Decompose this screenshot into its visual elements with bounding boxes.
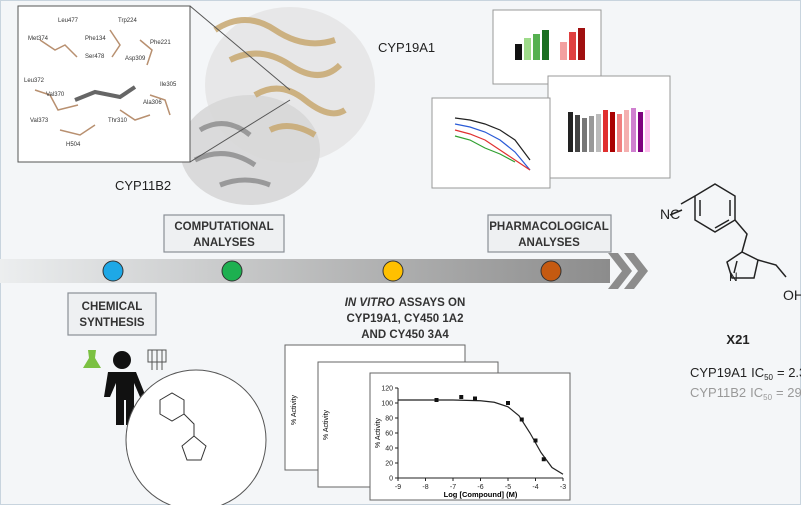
y-axis-label: % Activity bbox=[375, 418, 382, 448]
residue-label: Val370 bbox=[46, 92, 65, 98]
zoom-line bbox=[189, 5, 291, 91]
timeline-arrow bbox=[0, 253, 648, 289]
y-tick-label: 80 bbox=[385, 416, 393, 423]
step-label: CYP19A1, CY450 1A2 bbox=[347, 313, 464, 325]
zoom-line bbox=[189, 99, 291, 163]
step-label: ANALYSES bbox=[518, 237, 580, 249]
residue-label: Phe134 bbox=[85, 36, 106, 42]
residue-label: Ile305 bbox=[160, 82, 177, 88]
ligand bbox=[74, 85, 137, 102]
compound-name: X21 bbox=[726, 332, 749, 347]
y-tick-label: 0 bbox=[389, 476, 393, 483]
y-tick-label: 60 bbox=[385, 431, 393, 438]
residue-label: Asp309 bbox=[125, 56, 146, 62]
x-tick-label: -6 bbox=[477, 484, 483, 491]
atom-label: NC bbox=[660, 206, 680, 222]
x-tick-label: -8 bbox=[422, 484, 428, 491]
step-label: AND CY450 3A4 bbox=[361, 329, 449, 341]
step-label: CHEMICAL bbox=[82, 301, 143, 313]
x-tick-label: -3 bbox=[560, 484, 566, 491]
residue-label: Trp224 bbox=[118, 18, 137, 24]
residue-label: Leu477 bbox=[58, 18, 79, 24]
step-dot bbox=[382, 260, 404, 282]
protein-label: CYP11B2 bbox=[115, 178, 171, 193]
ic50-sub: 50 bbox=[764, 373, 773, 382]
y-axis-label: % Activity bbox=[291, 395, 298, 425]
residue-label: Met374 bbox=[28, 36, 49, 42]
step-label: COMPUTATIONAL bbox=[174, 221, 273, 233]
step-box bbox=[487, 214, 612, 253]
y-tick-label: 40 bbox=[385, 446, 393, 453]
data-point bbox=[434, 398, 439, 402]
scaffold-structure bbox=[159, 392, 207, 461]
step-label: PHARMACOLOGICAL bbox=[489, 221, 608, 233]
ic50-label: IC bbox=[750, 385, 763, 400]
data-point bbox=[541, 457, 546, 462]
ic50-value: = 29 nM bbox=[776, 385, 801, 400]
protein-label: CYP19A1 bbox=[378, 40, 435, 55]
y-tick-label: 120 bbox=[381, 386, 393, 393]
assay-front-panel bbox=[369, 372, 571, 501]
ic50-sub: 50 bbox=[763, 393, 772, 402]
x-tick-label: -7 bbox=[450, 484, 456, 491]
atom-label: N bbox=[729, 270, 738, 284]
protein-image bbox=[180, 7, 375, 205]
data-point bbox=[506, 401, 510, 405]
step-label: ASSAYS ON bbox=[399, 297, 466, 309]
residue-label: Leu372 bbox=[24, 78, 45, 84]
step-box bbox=[163, 214, 285, 253]
result-panels bbox=[431, 9, 671, 189]
ic50-target: CYP19A1 bbox=[690, 365, 747, 380]
x21-structure bbox=[669, 183, 787, 279]
x-tick-label: -4 bbox=[532, 484, 538, 491]
data-point bbox=[519, 417, 524, 422]
ic50-line: CYP19A1 IC50 = 2.3 nM bbox=[690, 365, 801, 382]
x-axis-label: Log [Compound] (M) bbox=[444, 490, 518, 499]
ic50-value: = 2.3 nM bbox=[777, 365, 801, 380]
ic50-line: CYP11B2 IC50 = 29 nM bbox=[690, 385, 801, 402]
x-tick-label: -9 bbox=[395, 484, 401, 491]
residue-sticks bbox=[34, 29, 171, 136]
residue-label: Val373 bbox=[30, 118, 49, 124]
x-tick-label: -5 bbox=[505, 484, 511, 491]
step-dot bbox=[102, 260, 124, 282]
ic50-target: CYP11B2 bbox=[690, 385, 746, 400]
step-label: ANALYSES bbox=[193, 237, 255, 249]
chemist-icon bbox=[83, 349, 167, 425]
binding-site-inset bbox=[17, 5, 191, 163]
step-label: IN VITRO ASSAYS ON bbox=[345, 297, 466, 309]
residue-label: H504 bbox=[66, 142, 81, 148]
data-point bbox=[459, 395, 464, 399]
y-tick-label: 100 bbox=[381, 401, 393, 408]
residue-label: Thr310 bbox=[108, 118, 128, 124]
y-axis-label: % Activity bbox=[323, 410, 330, 440]
residue-label: Ser478 bbox=[85, 54, 105, 60]
step-dot bbox=[540, 260, 562, 282]
y-tick-label: 20 bbox=[385, 461, 393, 468]
data-point bbox=[533, 438, 538, 443]
atom-label: OH bbox=[783, 287, 801, 303]
ic50-label: IC bbox=[751, 365, 764, 380]
step-box bbox=[67, 292, 157, 336]
residue-label: Ala306 bbox=[143, 100, 162, 106]
step-label-italic: IN VITRO bbox=[345, 297, 395, 309]
data-point bbox=[473, 396, 477, 401]
residue-label: Phe221 bbox=[150, 40, 171, 46]
fit-curve bbox=[398, 399, 564, 475]
step-dot bbox=[221, 260, 243, 282]
step-label: SYNTHESIS bbox=[79, 317, 145, 329]
